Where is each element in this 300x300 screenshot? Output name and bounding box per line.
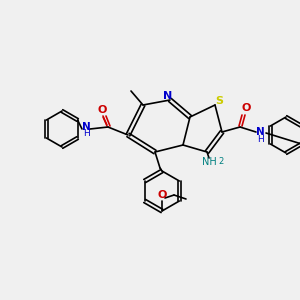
Text: H: H — [82, 130, 89, 139]
Text: N: N — [256, 127, 264, 137]
Text: N: N — [164, 91, 172, 101]
Text: H: H — [256, 134, 263, 143]
Text: O: O — [157, 190, 167, 200]
Text: O: O — [241, 103, 251, 113]
Text: NH: NH — [202, 157, 216, 167]
Text: 2: 2 — [218, 158, 224, 166]
Text: N: N — [82, 122, 90, 132]
Text: O: O — [97, 105, 107, 115]
Text: S: S — [215, 96, 223, 106]
